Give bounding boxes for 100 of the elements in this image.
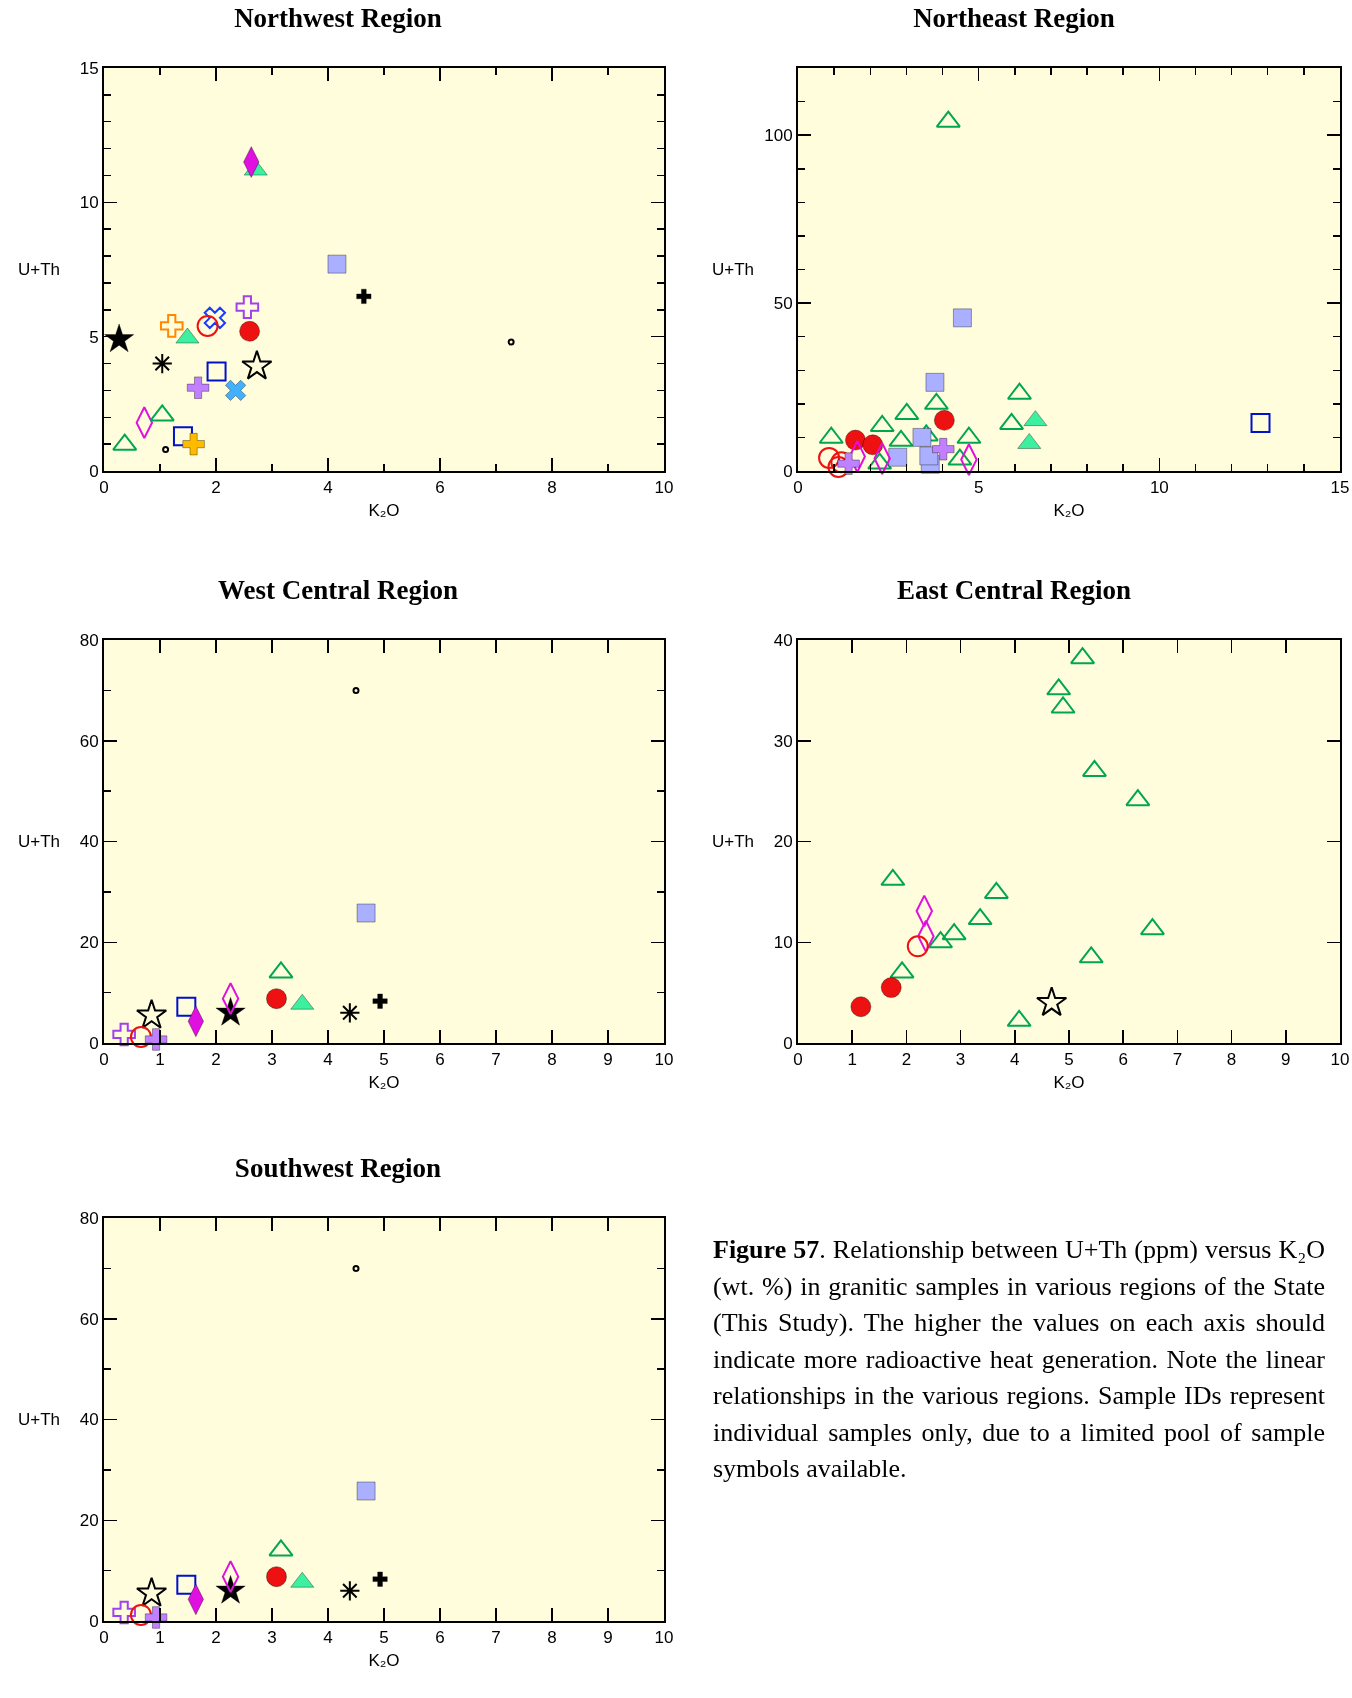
y-tick-label: 50: [773, 294, 793, 314]
point: [265, 1566, 287, 1588]
point: [933, 409, 955, 431]
y-tick-label: 60: [79, 1309, 99, 1329]
x-tick-label: 6: [435, 478, 445, 498]
point: [239, 320, 261, 342]
x-tick-label: 3: [267, 1628, 277, 1648]
y-tick-label: 80: [79, 630, 99, 650]
x-tick-label: 2: [211, 1050, 221, 1070]
point: [162, 446, 170, 454]
y-tick-label: 0: [783, 1033, 793, 1053]
y-tick-label: 40: [79, 1410, 99, 1430]
point: [1250, 412, 1271, 433]
x-tick-label: 1: [155, 1050, 165, 1070]
y-tick-label: 20: [79, 1511, 99, 1531]
y-tick-label: 40: [773, 630, 793, 650]
y-tick-label: 0: [89, 1611, 99, 1631]
y-tick-label: 100: [764, 126, 793, 146]
y-tick-label: 0: [89, 461, 99, 481]
x-tick-label: 4: [323, 1050, 333, 1070]
point: [507, 338, 515, 346]
x-tick-label: 1: [155, 1628, 165, 1648]
x-tick-label: 6: [435, 1628, 445, 1648]
x-tick-label: 1: [847, 1050, 857, 1070]
point: [186, 376, 210, 400]
x-tick-label: 8: [1226, 1050, 1237, 1070]
point: [129, 1025, 152, 1048]
y-tick-label: 60: [79, 731, 99, 751]
x-tick-label: 6: [435, 1050, 445, 1070]
x-tick-label: 8: [547, 1050, 557, 1070]
x-tick-label: 2: [211, 478, 221, 498]
point: [129, 1603, 152, 1626]
y-tick-label: 20: [79, 933, 99, 953]
x-tick-label: 5: [379, 1628, 389, 1648]
x-tick-label: 2: [211, 1628, 221, 1648]
chart-title: Northeast Region: [913, 3, 1115, 34]
point: [203, 306, 227, 330]
y-tick-label: 0: [89, 1033, 99, 1053]
y-axis-title: U+Th: [18, 1410, 61, 1429]
y-tick-label: 15: [79, 58, 99, 78]
x-tick-label: 4: [1010, 1050, 1020, 1070]
point: [356, 903, 376, 923]
point: [327, 254, 347, 274]
point: [818, 446, 841, 469]
x-tick-label: 4: [323, 478, 333, 498]
x-tick-label: 4: [323, 1628, 333, 1648]
point: [931, 437, 955, 461]
caption: Figure 57. Relationship between U+Th (ppm) versus K₂O (wt. %) in granitic samples in various regions of the State (This Study). The higher the values on each axis should indicate more radioactive heat generation. Note the linear relationships in the various regions. Sample IDs represent individual samples only, due to a limited pool of sample symbols available.: [713, 1235, 1325, 1483]
x-tick-label: 10: [654, 1628, 674, 1648]
y-tick-label: 5: [89, 327, 99, 347]
y-tick-label: 30: [773, 731, 793, 751]
x-tick-label: 6: [1118, 1050, 1128, 1070]
point: [888, 447, 908, 467]
point: [265, 988, 287, 1010]
point: [352, 686, 360, 694]
x-tick-label: 9: [1281, 1050, 1291, 1070]
x-tick-label: 10: [654, 1050, 674, 1070]
y-axis-title: U+Th: [712, 260, 755, 279]
point: [352, 1264, 360, 1272]
x-tick-label: 8: [547, 478, 557, 498]
x-tick-label: 7: [1172, 1050, 1183, 1070]
y-tick-label: 10: [79, 193, 99, 213]
point: [912, 427, 932, 447]
x-axis-title: K₂O: [368, 1651, 400, 1671]
point: [837, 452, 860, 475]
point: [151, 352, 173, 375]
point: [135, 998, 168, 1029]
x-axis-title: K₂O: [368, 1073, 400, 1093]
point: [372, 1571, 388, 1587]
x-tick-label: 5: [379, 1050, 389, 1070]
point: [372, 993, 388, 1009]
point: [112, 1600, 136, 1625]
chart-title: East Central Region: [897, 575, 1131, 606]
chart-title: Northwest Region: [234, 3, 442, 34]
point: [196, 314, 219, 337]
x-tick-label: 15: [1330, 478, 1350, 498]
point: [135, 1576, 168, 1607]
y-axis-title: U+Th: [18, 260, 61, 279]
x-tick-label: 5: [1064, 1050, 1074, 1070]
chart-title: West Central Region: [218, 575, 458, 606]
x-tick-label: 9: [603, 1628, 613, 1648]
y-tick-label: 80: [79, 1208, 99, 1228]
point: [172, 426, 193, 447]
x-tick-label: 10: [654, 478, 674, 498]
y-tick-label: 40: [79, 832, 99, 852]
x-tick-label: 7: [491, 1050, 501, 1070]
point: [356, 288, 372, 305]
x-axis-title: K₂O: [1053, 1073, 1085, 1093]
point: [159, 314, 184, 338]
x-tick-label: 10: [1330, 1050, 1350, 1070]
point: [224, 379, 247, 402]
x-tick-label: 8: [547, 1628, 557, 1648]
x-tick-label: 7: [491, 1628, 501, 1648]
point: [1036, 986, 1068, 1017]
point: [862, 434, 884, 456]
x-tick-label: 3: [955, 1050, 966, 1070]
y-tick-label: 10: [773, 933, 793, 953]
point: [952, 308, 972, 328]
point: [103, 323, 135, 353]
x-tick-label: 2: [901, 1050, 912, 1070]
